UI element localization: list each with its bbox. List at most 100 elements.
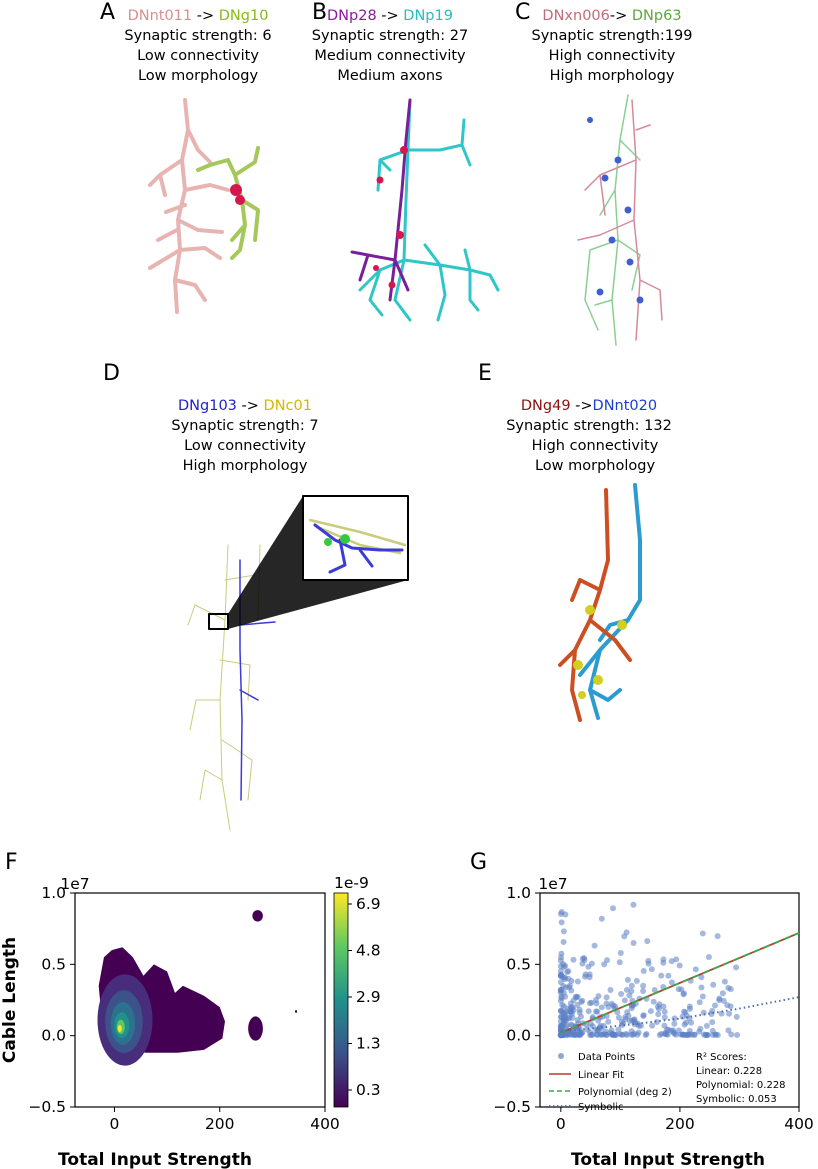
panel-letter-e: E — [478, 361, 492, 386]
synapse-c-1 — [614, 156, 622, 164]
data-point — [585, 1008, 592, 1015]
synapse-c-5 — [626, 258, 634, 266]
fit-line-polynomial-deg-2- — [560, 932, 800, 1034]
data-point — [727, 1003, 734, 1010]
data-point — [640, 967, 647, 974]
neuron-a — [148, 98, 260, 314]
data-point — [560, 1018, 567, 1025]
data-point — [558, 919, 565, 926]
data-point — [712, 1002, 719, 1009]
synapse-e-5 — [578, 691, 586, 699]
inset-pre — [313, 523, 404, 574]
caption-b: DNp28 -> DNp19 Synaptic strength: 27 Med… — [290, 6, 490, 86]
chart-g-ytick-label: 0.0 — [506, 1027, 531, 1045]
synapse-b-1 — [400, 146, 408, 154]
data-point — [557, 963, 564, 970]
data-point — [692, 966, 699, 973]
data-point — [718, 1010, 725, 1017]
caption-e: DNg49 ->DNnt020 Synaptic strength: 132 H… — [489, 396, 689, 476]
density-level-7 — [117, 1024, 122, 1033]
neuron-b-post — [358, 98, 500, 322]
data-point — [586, 974, 593, 981]
synapse-b-2 — [396, 231, 404, 239]
data-point — [559, 974, 566, 981]
neuron-e — [558, 483, 642, 722]
data-point — [703, 1031, 710, 1038]
chart-g-lines — [560, 932, 800, 1034]
data-point — [653, 1019, 660, 1026]
data-point — [661, 1022, 668, 1029]
data-point — [637, 1022, 644, 1029]
data-point — [686, 1003, 693, 1010]
chart-f: 0 200 400 −0.5 0.0 0.5 1.0 1e7 Total Input St… — [0, 874, 381, 1169]
chart-f-frame — [74, 892, 326, 1108]
data-point — [660, 956, 667, 963]
data-point — [697, 1025, 704, 1032]
neuron-a-pre — [148, 98, 230, 314]
data-point — [560, 989, 567, 996]
chart-g-ytick-label: 1.0 — [506, 884, 531, 902]
colorbar-bar — [333, 892, 349, 1108]
legend-linear: Linear Fit — [578, 1070, 624, 1081]
synapse-b-4 — [388, 281, 396, 289]
data-point — [698, 974, 705, 981]
caption-a-post: DNg10 — [218, 8, 269, 24]
data-point — [620, 1020, 627, 1027]
colorbar-tick-label: 4.8 — [356, 942, 381, 960]
caption-d-arrow: -> — [236, 398, 264, 414]
chart-g-points — [557, 901, 741, 1039]
chart-g-ytick-label: −0.5 — [493, 1098, 531, 1116]
caption-a: DNnt011 -> DNg10 Synaptic strength: 6 Lo… — [98, 6, 298, 86]
data-point — [621, 997, 628, 1004]
chart-f-ytick-label: −0.5 — [28, 1098, 66, 1116]
synapse-b-5 — [373, 265, 379, 271]
data-point — [733, 1013, 740, 1020]
synapse-a-2 — [235, 195, 245, 205]
data-point — [623, 1031, 630, 1038]
synapse-e-3 — [573, 660, 583, 670]
scores-poly: Polynomial: 0.228 — [696, 1080, 786, 1091]
chart-f-xticks: 0 200 400 — [110, 1107, 340, 1133]
data-point — [588, 960, 595, 967]
data-point — [681, 1008, 688, 1015]
chart-g-yticks: −0.5 0.0 0.5 1.0 — [493, 884, 540, 1116]
data-point — [593, 1027, 600, 1034]
caption-d-line-1: Synaptic strength: 7 — [171, 418, 319, 434]
panel-letter-d: D — [103, 361, 120, 386]
data-point — [671, 1020, 678, 1027]
synapse-c-3 — [624, 206, 632, 214]
data-point — [661, 1014, 668, 1021]
colorbar: 0.3 1.3 2.9 4.8 6.9 — [333, 892, 381, 1108]
data-point — [557, 957, 564, 964]
data-point — [640, 1012, 647, 1019]
data-point — [665, 972, 672, 979]
data-point — [557, 911, 564, 918]
scores-linear: Linear: 0.228 — [696, 1066, 762, 1077]
data-point — [658, 1030, 665, 1037]
data-point — [560, 928, 567, 935]
data-point — [603, 1031, 610, 1038]
neuron-e-pre — [558, 488, 632, 722]
caption-b-pre: DNp28 — [327, 8, 377, 24]
data-point — [647, 1008, 654, 1015]
data-point — [615, 1014, 622, 1021]
data-point — [661, 1008, 668, 1015]
panel-letter-c: C — [515, 0, 531, 25]
chart-f-offset: 1e7 — [60, 875, 89, 893]
caption-c-line-3: High morphology — [549, 68, 675, 84]
caption-d-pre: DNg103 — [178, 398, 237, 414]
colorbar-tick-label: 2.9 — [356, 988, 381, 1006]
data-point — [720, 997, 727, 1004]
data-point — [569, 1004, 576, 1011]
data-point — [587, 1000, 594, 1007]
data-point — [675, 1027, 682, 1034]
caption-b-line-1: Synaptic strength: 27 — [311, 28, 469, 44]
chart-g: 0 200 400 −0.5 0.0 0.5 1.0 1e7 Total Input St… — [493, 875, 813, 1169]
caption-b-line-2: Medium connectivity — [314, 48, 466, 64]
caption-a-line-1: Synaptic strength: 6 — [124, 28, 272, 44]
colorbar-tick-label: 1.3 — [356, 1035, 381, 1053]
data-point — [576, 1009, 583, 1016]
synapse-e-1 — [585, 605, 595, 615]
synapse-a-1 — [230, 184, 242, 196]
caption-c-pre: DNxn006 — [542, 8, 610, 24]
